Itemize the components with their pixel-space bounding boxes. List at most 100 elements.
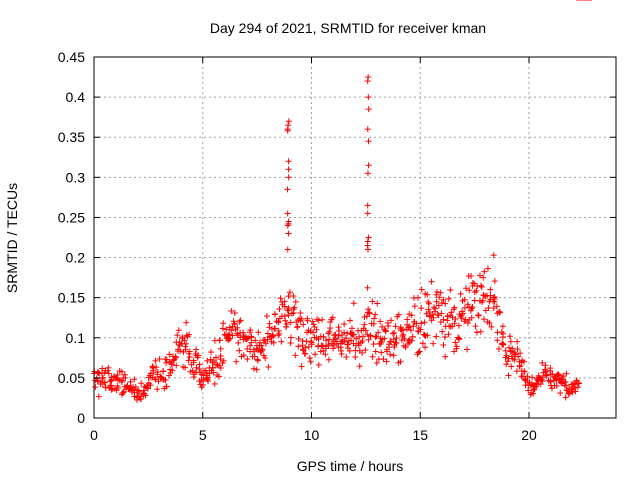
data-point bbox=[134, 396, 141, 403]
data-point bbox=[234, 324, 241, 331]
plot-frame bbox=[93, 56, 617, 419]
data-point bbox=[252, 337, 259, 344]
data-point bbox=[118, 368, 125, 375]
data-point bbox=[320, 333, 327, 340]
data-point bbox=[469, 304, 476, 311]
data-point bbox=[364, 170, 371, 177]
data-point bbox=[295, 335, 302, 342]
data-point bbox=[283, 323, 290, 330]
data-point bbox=[408, 312, 415, 319]
y-tick-label: 0.45 bbox=[58, 49, 85, 65]
data-point bbox=[418, 286, 425, 293]
data-point bbox=[490, 294, 497, 301]
y-axis-label: SRMTID / TECUs bbox=[4, 183, 20, 293]
data-point bbox=[372, 311, 379, 318]
data-point bbox=[452, 339, 459, 346]
data-point bbox=[473, 329, 480, 336]
data-point bbox=[154, 386, 161, 393]
data-point bbox=[127, 378, 134, 385]
data-point bbox=[190, 374, 197, 381]
data-point bbox=[131, 376, 138, 383]
data-point bbox=[309, 318, 316, 325]
data-point bbox=[447, 323, 454, 330]
data-point bbox=[100, 374, 107, 381]
data-point bbox=[514, 338, 521, 345]
data-point bbox=[333, 338, 340, 345]
data-point bbox=[233, 358, 240, 365]
y-tick-label: 0.2 bbox=[66, 250, 86, 266]
data-point bbox=[138, 380, 145, 387]
data-point bbox=[346, 317, 353, 324]
data-point bbox=[240, 329, 247, 336]
data-point bbox=[371, 315, 378, 322]
data-point bbox=[277, 295, 284, 302]
data-point bbox=[237, 317, 244, 324]
data-point bbox=[185, 357, 192, 364]
data-point bbox=[135, 387, 142, 394]
data-point bbox=[285, 174, 292, 181]
data-point bbox=[105, 364, 112, 371]
data-point bbox=[473, 287, 480, 294]
data-point bbox=[480, 316, 487, 323]
data-point bbox=[308, 341, 315, 348]
data-point bbox=[521, 368, 528, 375]
data-point bbox=[288, 334, 295, 341]
y-tick-label: 0.3 bbox=[66, 169, 86, 185]
data-point bbox=[380, 356, 387, 363]
data-point bbox=[364, 78, 371, 85]
data-point bbox=[193, 364, 200, 371]
data-point bbox=[310, 329, 317, 336]
data-point bbox=[372, 348, 379, 355]
data-point bbox=[419, 340, 426, 347]
data-point bbox=[352, 354, 359, 361]
data-point bbox=[445, 331, 452, 338]
data-point bbox=[448, 309, 455, 316]
data-point bbox=[499, 340, 506, 347]
x-tick-label: 20 bbox=[521, 427, 537, 443]
data-point bbox=[418, 320, 425, 327]
data-point bbox=[108, 386, 115, 393]
data-point bbox=[407, 327, 414, 334]
data-point bbox=[409, 333, 416, 340]
data-point bbox=[212, 354, 219, 361]
data-point bbox=[366, 310, 373, 317]
data-point bbox=[284, 222, 291, 229]
data-point bbox=[541, 366, 548, 373]
data-point bbox=[211, 380, 218, 387]
data-point bbox=[555, 372, 562, 379]
data-point bbox=[506, 344, 513, 351]
data-point bbox=[417, 326, 424, 333]
data-point bbox=[431, 308, 438, 315]
data-point bbox=[189, 367, 196, 374]
data-point bbox=[154, 368, 161, 375]
data-point bbox=[299, 337, 306, 344]
data-point bbox=[437, 289, 444, 296]
data-point bbox=[364, 284, 371, 291]
data-point bbox=[378, 339, 385, 346]
data-point bbox=[287, 339, 294, 346]
data-point bbox=[490, 252, 497, 259]
data-point bbox=[105, 370, 112, 377]
data-point bbox=[370, 341, 377, 348]
data-point bbox=[173, 354, 180, 361]
data-point bbox=[169, 367, 176, 374]
data-point bbox=[186, 348, 193, 355]
data-point bbox=[107, 382, 114, 389]
data-point bbox=[404, 316, 411, 323]
y-tick-label: 0.35 bbox=[58, 129, 85, 145]
data-point bbox=[217, 352, 224, 359]
data-point bbox=[156, 356, 163, 363]
data-point bbox=[365, 94, 372, 101]
data-point bbox=[539, 359, 546, 366]
data-point bbox=[290, 293, 297, 300]
data-point bbox=[272, 311, 279, 318]
data-point bbox=[142, 392, 149, 399]
data-point bbox=[230, 318, 237, 325]
data-point bbox=[471, 289, 478, 296]
data-point bbox=[464, 301, 471, 308]
data-point bbox=[211, 358, 218, 365]
data-point bbox=[572, 388, 579, 395]
data-point bbox=[438, 300, 445, 307]
data-point bbox=[272, 325, 279, 332]
data-point bbox=[306, 355, 313, 362]
